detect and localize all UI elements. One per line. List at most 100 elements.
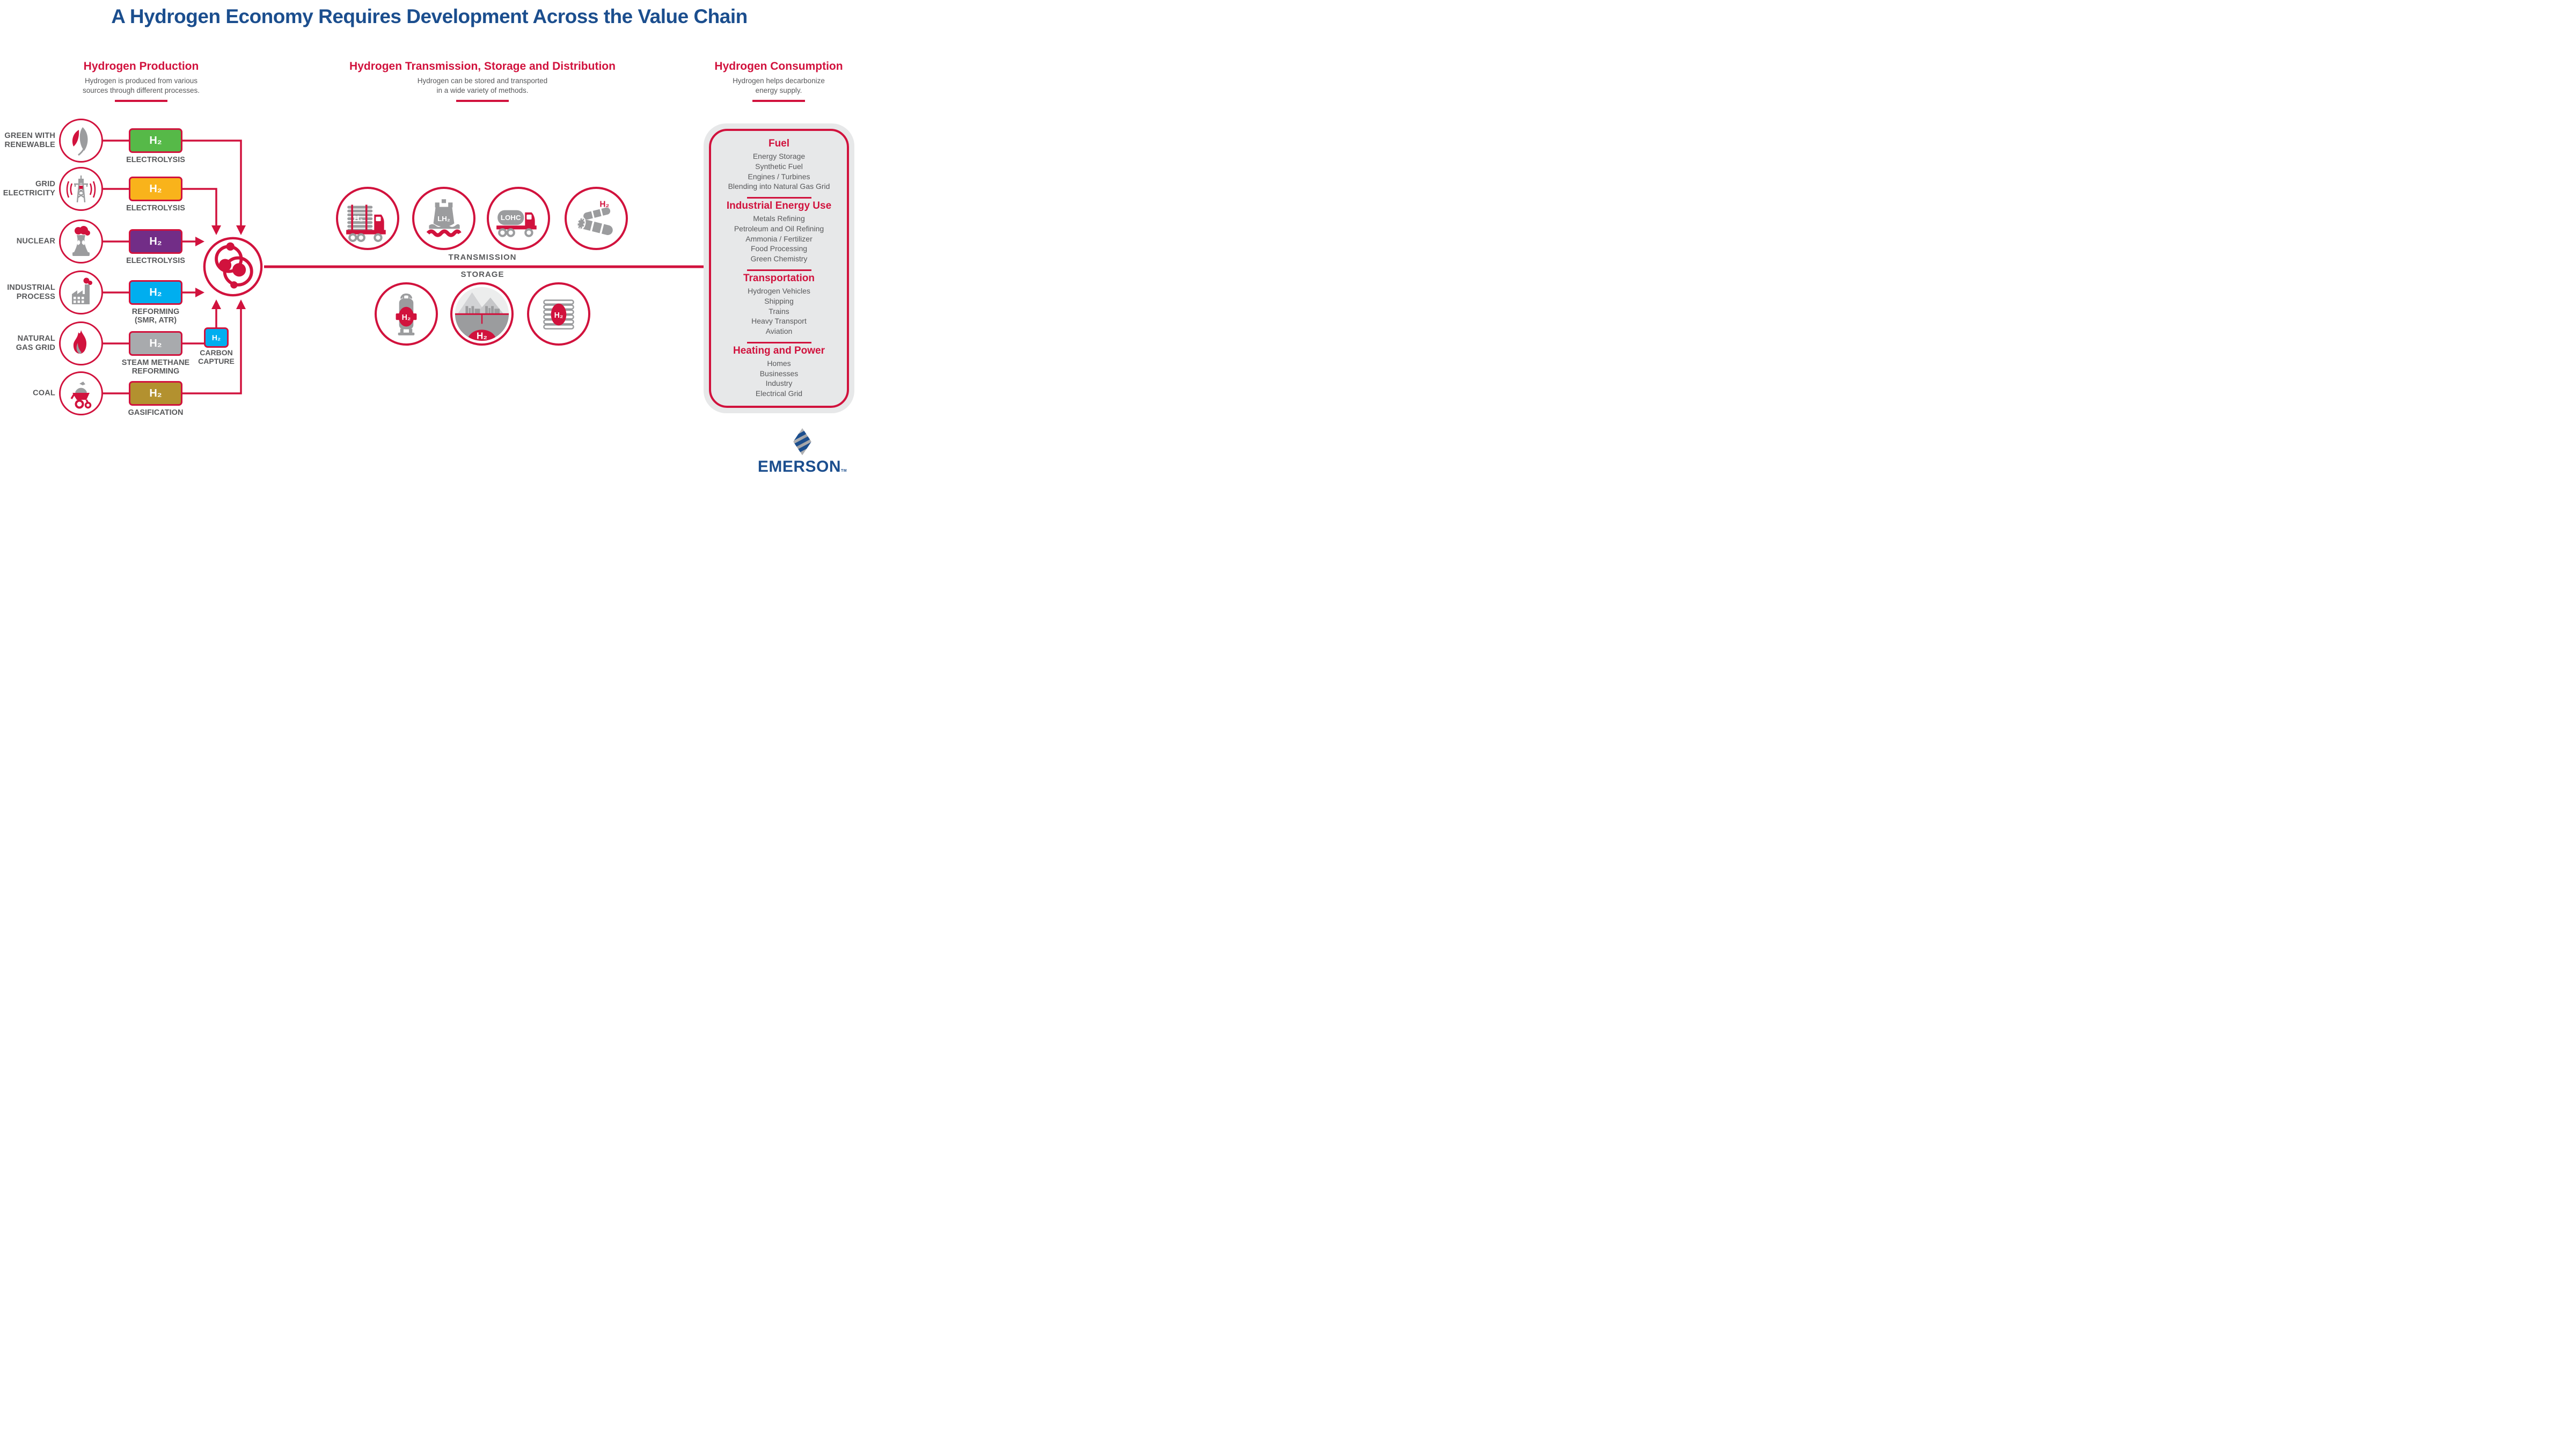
h2-box-reforming: H₂ — [129, 280, 182, 305]
panel-item: Blending into Natural Gas Grid — [728, 182, 830, 191]
ship-icon: LH₂ — [426, 199, 462, 237]
panel-divider — [747, 269, 811, 271]
midstream-header: Hydrogen Transmission, Storage and Distr… — [349, 60, 616, 72]
page-title: A Hydrogen Economy Requires Development … — [111, 5, 748, 27]
source-label-coal: COAL — [33, 389, 55, 398]
line-yellow-to-hub — [182, 188, 217, 228]
source-circle-renewable — [59, 119, 103, 163]
consumption-subtitle-line1: Hydrogen helps decarbonize — [733, 77, 825, 85]
tube-bundle-tag: H₂ — [554, 311, 564, 320]
arrowhead-yellow-down — [211, 225, 221, 235]
h2-box-electrolysis-nuclear: H₂ — [129, 229, 182, 254]
midstream-subtitle: Hydrogen can be stored and transported i… — [348, 76, 617, 96]
ship-tag: LH₂ — [437, 215, 450, 223]
consumption-header: Hydrogen Consumption — [714, 60, 843, 72]
storage-circle-underground: H₂ — [450, 282, 514, 346]
panel-item: Homes — [767, 358, 791, 368]
emerson-diamond-icon — [793, 428, 811, 456]
source-label-renewable: GREEN WITH RENEWABLE — [4, 131, 55, 149]
emerson-wordmark: EMERSONTM — [751, 459, 853, 475]
arrowhead-carboncapture-up — [211, 299, 221, 309]
transmission-circle-tube-trailer: H₂ — [336, 187, 399, 250]
panel-item: Metals Refining — [753, 214, 805, 223]
h2-box-gasification: H₂ — [129, 381, 182, 406]
consumption-underline — [752, 100, 805, 102]
panel-section-fuel: Fuel Energy Storage Synthetic Fuel Engin… — [715, 138, 843, 199]
transmission-tower-icon — [66, 175, 96, 203]
h2-box-smr: H₂ — [129, 331, 182, 356]
underground-storage-icon: H₂ — [453, 286, 510, 342]
wheelbarrow-icon — [70, 382, 92, 409]
panel-divider — [747, 197, 811, 199]
tube-trailer-truck-icon: H₂ — [346, 204, 386, 242]
transmission-circle-ship: LH₂ — [412, 187, 475, 250]
production-subtitle: Hydrogen is produced from various source… — [47, 76, 235, 96]
emerson-trademark: TM — [841, 469, 847, 473]
storage-circle-cylinder: H₂ — [375, 282, 438, 346]
panel-item: Hydrogen Vehicles — [748, 287, 810, 296]
panel-item: Aviation — [765, 327, 793, 336]
lohc-tanker-truck-icon: LOHC — [496, 210, 537, 237]
nuclear-cooling-tower-icon — [72, 226, 90, 256]
trunk-line — [264, 265, 709, 268]
source-circle-grid — [59, 167, 103, 211]
storage-label: STORAGE — [460, 270, 504, 279]
panel-item: Green Chemistry — [750, 254, 808, 264]
panel-item: Ammonia / Fertilizer — [745, 234, 813, 243]
panel-item: Trains — [769, 306, 789, 316]
panel-section-transportation-title: Transportation — [743, 273, 815, 284]
panel-item: Petroleum and Oil Refining — [734, 224, 824, 233]
h2-box-electrolysis-grid: H₂ — [129, 177, 182, 201]
midstream-subtitle-line1: Hydrogen can be stored and transported — [417, 77, 548, 85]
tube-trailer-tag: H₂ — [354, 215, 363, 223]
transmission-circle-pipeline: H₂ — [565, 187, 628, 250]
source-label-naturalgas: NATURAL GAS GRID — [16, 334, 55, 352]
carbon-capture-label: CARBON CAPTURE — [198, 348, 235, 365]
storage-cylinder-icon: H₂ — [396, 293, 417, 335]
cylinder-tag: H₂ — [402, 313, 411, 322]
line-gasification-to-hub — [182, 308, 242, 394]
consumption-subtitle-line2: energy supply. — [755, 86, 802, 94]
arrowhead-cyan-right — [195, 288, 204, 297]
midstream-underline — [456, 100, 509, 102]
transmission-circle-lohc-tanker: LOHC — [487, 187, 550, 250]
arrowhead-purple-right — [195, 237, 204, 246]
panel-item: Businesses — [759, 369, 799, 378]
underground-tag: H₂ — [477, 331, 487, 341]
panel-section-transportation: Transportation Hydrogen Vehicles Shippin… — [715, 273, 843, 343]
leaf-icon — [72, 127, 88, 156]
source-label-industrial: INDUSTRIAL PROCESS — [7, 283, 55, 301]
hydrogen-molecule-hub-icon — [203, 237, 263, 297]
midstream-subtitle-line2: in a wide variety of methods. — [436, 86, 529, 94]
panel-item: Synthetic Fuel — [755, 162, 803, 171]
arrowhead-gasification-up — [236, 299, 246, 309]
arrowhead-green-down — [236, 225, 246, 235]
transmission-label: TRANSMISSION — [448, 253, 517, 262]
production-underline — [115, 100, 167, 102]
tube-bundle-icon: H₂ — [543, 299, 574, 330]
connector-lines — [103, 140, 709, 394]
emerson-logo: EMERSONTM — [751, 427, 853, 475]
source-circle-coal — [59, 371, 103, 415]
panel-item: Engines / Turbines — [748, 172, 810, 181]
source-label-nuclear: NUCLEAR — [16, 237, 55, 246]
panel-item: Energy Storage — [752, 152, 806, 161]
production-header: Hydrogen Production — [83, 60, 199, 72]
panel-item: Industry — [765, 379, 793, 388]
hydrogen-value-chain-infographic: A Hydrogen Economy Requires Development … — [0, 0, 859, 483]
panel-section-heating: Heating and Power Homes Businesses Indus… — [715, 345, 843, 399]
factory-icon — [72, 277, 92, 304]
panel-section-heating-title: Heating and Power — [733, 345, 825, 356]
flame-icon — [73, 330, 86, 354]
line-green-to-hub — [182, 140, 242, 228]
pipeline-tag: H₂ — [599, 200, 609, 209]
panel-divider — [747, 341, 811, 343]
pipeline-icon: H₂ — [576, 200, 613, 235]
h2-box-electrolysis-renewable: H₂ — [129, 128, 182, 153]
consumption-panel: Fuel Energy Storage Synthetic Fuel Engin… — [704, 123, 854, 413]
panel-item: Heavy Transport — [751, 317, 807, 326]
consumption-subtitle: Hydrogen helps decarbonize energy supply… — [698, 76, 859, 96]
panel-item: Electrical Grid — [755, 389, 803, 398]
h2-box-carbon-capture: H₂ — [204, 327, 229, 348]
emerson-wordmark-text: EMERSON — [757, 458, 841, 475]
